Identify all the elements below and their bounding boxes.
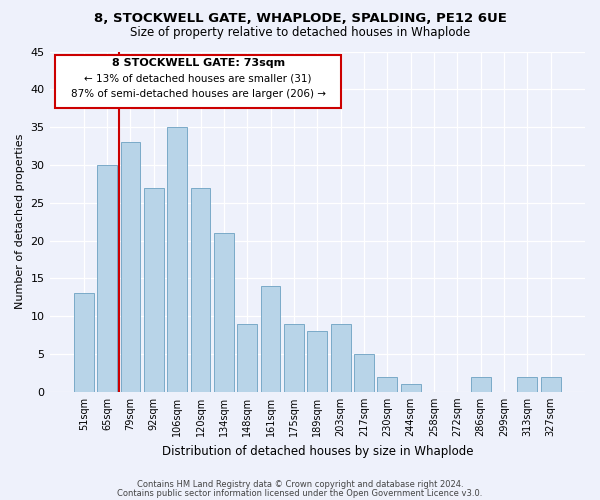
Text: 8, STOCKWELL GATE, WHAPLODE, SPALDING, PE12 6UE: 8, STOCKWELL GATE, WHAPLODE, SPALDING, P… bbox=[94, 12, 506, 26]
Bar bbox=[354, 354, 374, 392]
Text: 87% of semi-detached houses are larger (206) →: 87% of semi-detached houses are larger (… bbox=[71, 89, 326, 99]
Text: Size of property relative to detached houses in Whaplode: Size of property relative to detached ho… bbox=[130, 26, 470, 39]
Bar bbox=[401, 384, 421, 392]
Bar bbox=[238, 324, 257, 392]
Bar bbox=[541, 376, 560, 392]
Bar bbox=[214, 233, 234, 392]
Text: 8 STOCKWELL GATE: 73sqm: 8 STOCKWELL GATE: 73sqm bbox=[112, 58, 284, 68]
Bar bbox=[121, 142, 140, 392]
Bar bbox=[517, 376, 538, 392]
Bar bbox=[97, 165, 117, 392]
X-axis label: Distribution of detached houses by size in Whaplode: Distribution of detached houses by size … bbox=[161, 444, 473, 458]
Bar bbox=[74, 294, 94, 392]
Text: Contains public sector information licensed under the Open Government Licence v3: Contains public sector information licen… bbox=[118, 488, 482, 498]
FancyBboxPatch shape bbox=[55, 55, 341, 108]
Bar bbox=[377, 376, 397, 392]
Bar bbox=[331, 324, 350, 392]
Bar bbox=[307, 332, 327, 392]
Text: Contains HM Land Registry data © Crown copyright and database right 2024.: Contains HM Land Registry data © Crown c… bbox=[137, 480, 463, 489]
Bar bbox=[284, 324, 304, 392]
Bar bbox=[471, 376, 491, 392]
Bar bbox=[167, 127, 187, 392]
Bar bbox=[144, 188, 164, 392]
Text: ← 13% of detached houses are smaller (31): ← 13% of detached houses are smaller (31… bbox=[85, 74, 312, 84]
Bar bbox=[260, 286, 280, 392]
Bar bbox=[191, 188, 211, 392]
Y-axis label: Number of detached properties: Number of detached properties bbox=[15, 134, 25, 310]
